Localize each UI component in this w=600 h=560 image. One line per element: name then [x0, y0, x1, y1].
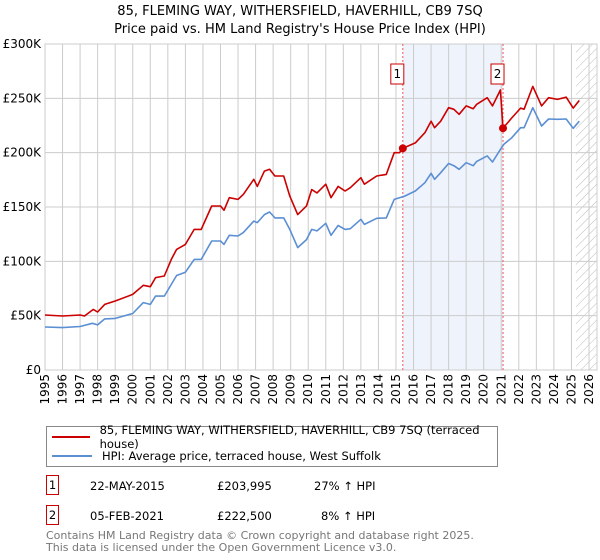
x-tick-label: 2018: [442, 374, 456, 405]
y-tick-label: £50K: [10, 309, 42, 323]
legend: 85, FLEMING WAY, WITHERSFIELD, HAVERHILL…: [46, 423, 498, 467]
legend-item-property: 85, FLEMING WAY, WITHERSFIELD, HAVERHILL…: [52, 423, 497, 451]
x-tick-label: 2001: [143, 374, 157, 405]
x-tick-label: 2006: [231, 374, 245, 405]
x-tick-label: 2015: [389, 374, 403, 405]
footer-copyright: Contains HM Land Registry data © Crown c…: [46, 529, 474, 542]
x-tick-label: 1995: [38, 374, 52, 405]
transaction-badge: 1: [46, 475, 59, 495]
legend-item-hpi: HPI: Average price, terraced house, West…: [52, 448, 381, 464]
y-tick-label: £100K: [3, 254, 43, 268]
sale-point: [499, 124, 508, 133]
x-tick-label: 2000: [126, 374, 140, 405]
chart-title: 85, FLEMING WAY, WITHERSFIELD, HAVERHILL…: [117, 4, 483, 19]
y-tick-label: £0: [26, 363, 41, 377]
transaction-hpi: 27% ↑ HPI: [314, 479, 376, 493]
x-tick-label: 2004: [196, 374, 210, 405]
x-tick-label: 2020: [477, 374, 491, 405]
sale-label-box: [490, 63, 505, 85]
sale-point: [398, 144, 407, 153]
x-tick-label: 1997: [73, 374, 87, 405]
property-price-line: [44, 85, 580, 317]
x-tick-label: 2019: [459, 374, 473, 405]
transaction-price: £222,500: [217, 509, 272, 523]
legend-label-property: 85, FLEMING WAY, WITHERSFIELD, HAVERHILL…: [99, 423, 480, 451]
footer-licence: This data is licensed under the Open Gov…: [46, 541, 397, 554]
x-tick-label: 2009: [284, 374, 298, 405]
x-tick-label: 2012: [336, 374, 350, 405]
x-tick-label: 2026: [582, 374, 596, 405]
y-tick-label: £250K: [3, 91, 43, 105]
x-tick-label: 2003: [178, 374, 192, 405]
x-tick-label: 2010: [301, 374, 315, 405]
x-tick-label: 2025: [564, 374, 578, 405]
x-tick-label: 1996: [56, 374, 70, 405]
footer: Contains HM Land Registry data © Crown c…: [46, 530, 474, 554]
chart-area: 1995 1996 1997 1998 1999 2000 2001 2002 2003 2004…: [3, 37, 598, 405]
x-tick-label: 2017: [424, 374, 438, 405]
transaction-price: £203,995: [217, 479, 272, 493]
plot-border: [44, 43, 598, 371]
y-tick-label: £300K: [3, 37, 43, 51]
x-tick-label: 2013: [354, 374, 368, 405]
x-tick-label: 2016: [407, 374, 421, 405]
x-tick-label: 2005: [213, 374, 227, 405]
x-tick-label: 2021: [494, 374, 508, 405]
x-tick-label: 2014: [371, 374, 385, 405]
x-tick-label: 2008: [266, 374, 280, 405]
sale-label: 2: [494, 67, 502, 81]
transaction-date: 22-MAY-2015: [90, 479, 165, 493]
y-tick-label: £200K: [3, 146, 43, 160]
red-line-swatch: [52, 436, 90, 438]
blue-line-swatch: [52, 455, 92, 457]
transaction-hpi: 8% ↑ HPI: [321, 509, 376, 523]
transaction-date: 05-FEB-2021: [90, 509, 164, 523]
hpi-line: [44, 106, 580, 329]
x-tick-label: 1999: [108, 374, 122, 405]
x-tick-label: 2007: [249, 374, 263, 405]
x-tick-label: 1998: [91, 374, 105, 405]
x-tick-label: 2011: [319, 374, 333, 405]
x-tick-label: 2023: [529, 374, 543, 405]
y-tick-label: £150K: [3, 200, 43, 214]
chart-subtitle: Price paid vs. HM Land Registry's House …: [114, 22, 486, 37]
legend-label-hpi: HPI: Average price, terraced house, West…: [102, 449, 381, 463]
sale-label: 1: [393, 67, 401, 81]
x-tick-label: 2024: [547, 374, 561, 405]
sale-label-box: [390, 63, 405, 85]
x-tick-label: 2022: [512, 374, 526, 405]
transaction-badge: 2: [46, 505, 59, 525]
x-tick-label: 2002: [161, 374, 175, 405]
